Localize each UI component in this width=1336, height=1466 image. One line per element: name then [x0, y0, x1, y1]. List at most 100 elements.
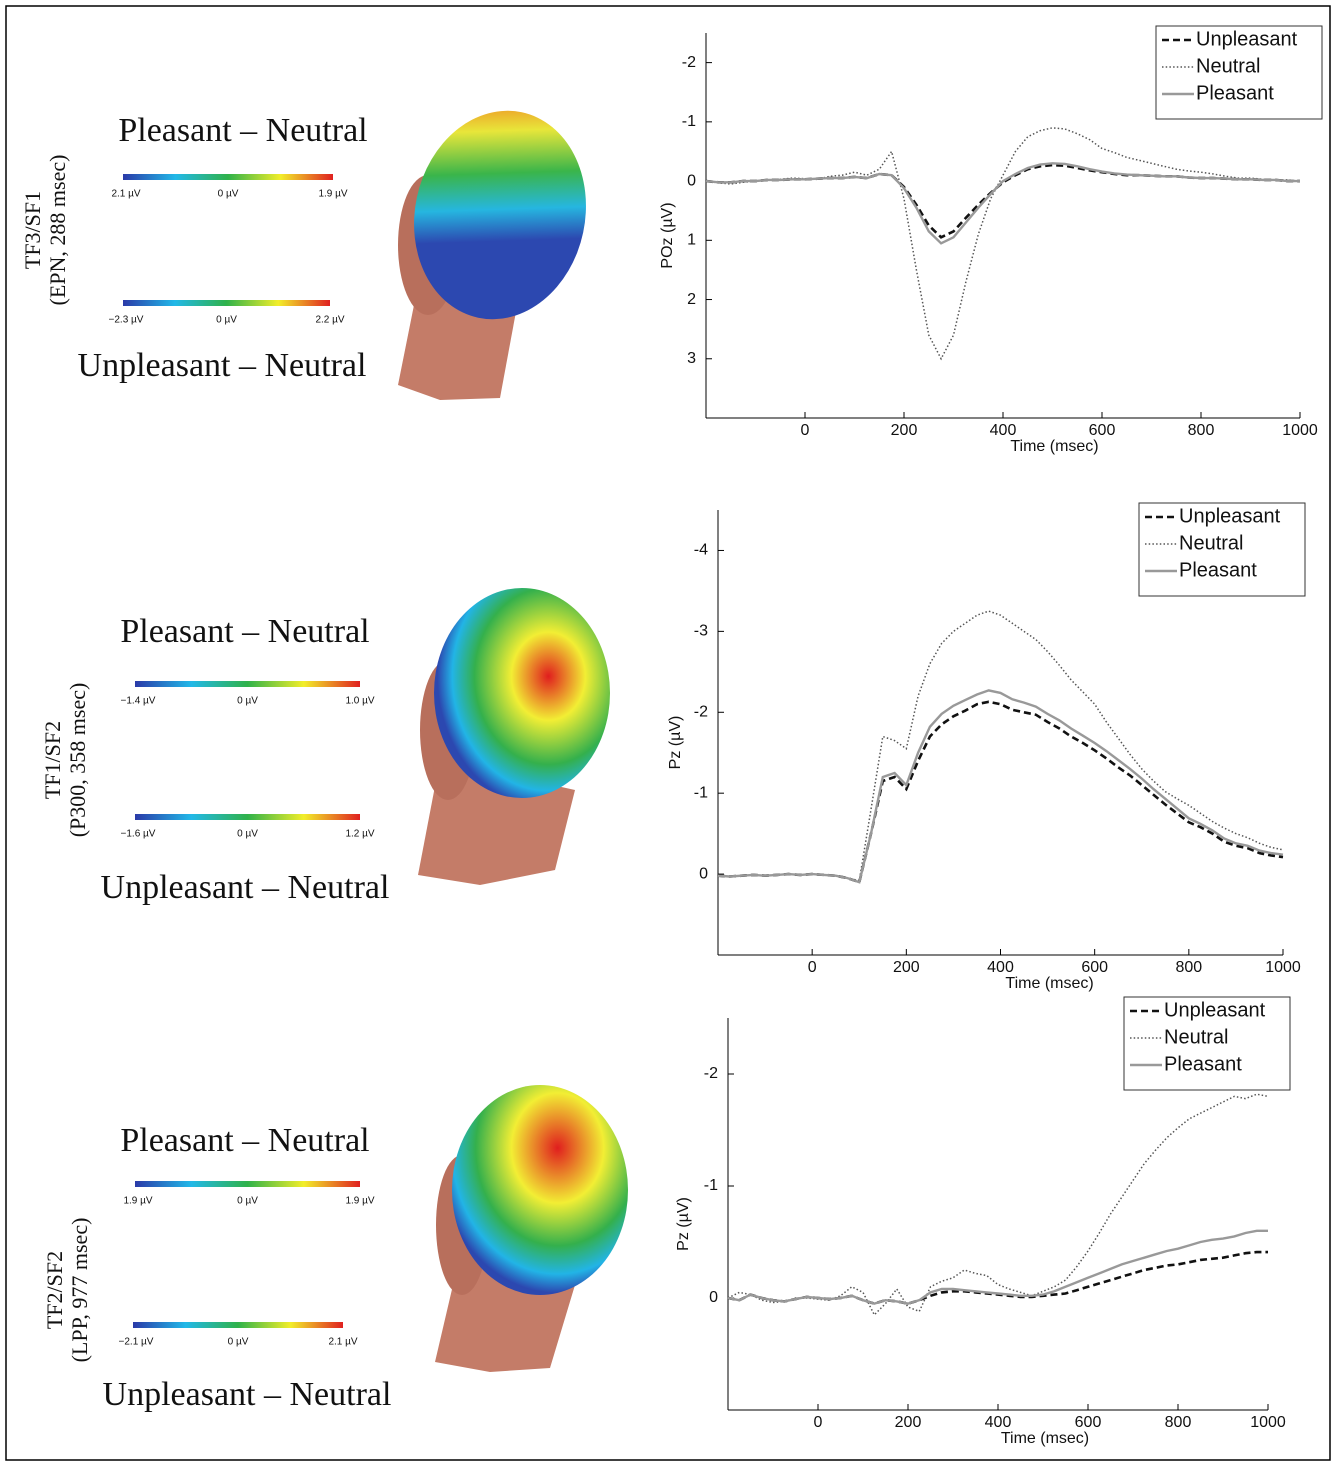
colorbar: [133, 1322, 343, 1328]
y-tick-label: 0: [687, 172, 696, 189]
row-sublabel: (LPP, 977 msec): [67, 1218, 92, 1363]
y-axis-label: Pz (µV): [667, 716, 684, 770]
y-tick-label: -1: [694, 784, 708, 801]
x-tick-label: 400: [985, 1414, 1012, 1431]
y-axis-label: Pz (µV): [675, 1197, 692, 1251]
x-tick-label: 0: [801, 422, 810, 439]
row-sublabel: (EPN, 288 msec): [45, 155, 70, 306]
series-line: [705, 163, 1300, 239]
colorbar-label: 2.1 µV: [328, 1337, 357, 1348]
legend-label: Neutral: [1196, 55, 1260, 77]
colorbar-label: −1.4 µV: [121, 696, 156, 707]
legend-box: [1155, 25, 1323, 120]
y-tick-label: -4: [694, 542, 708, 559]
x-tick-label: 0: [814, 1414, 823, 1431]
colorbar: [135, 814, 360, 820]
y-tick-label: -2: [694, 703, 708, 720]
x-tick-label: 400: [990, 422, 1017, 439]
row-label: TF2/SF2: [42, 1251, 67, 1329]
x-tick-label: 800: [1175, 959, 1202, 976]
colorbar-label: 0 µV: [216, 315, 237, 326]
colorbar-label: −2.3 µV: [109, 315, 144, 326]
y-tick-label: 2: [687, 291, 696, 308]
legend-label: Unpleasant: [1179, 505, 1281, 527]
map-title: Unpleasant – Neutral: [78, 347, 367, 384]
x-axis-label: Time (msec): [1005, 975, 1093, 992]
line-chart: 0 200 400 600 800 1000 -4 -3 -2 -1 0 Time (msec) Pz …: [667, 502, 1306, 992]
series-line: [717, 689, 1284, 884]
legend-label: Unpleasant: [1196, 28, 1298, 50]
colorbar-label: 1.9 µV: [318, 189, 347, 200]
colorbar-label: 0 µV: [237, 1196, 258, 1207]
head-1: [398, 110, 586, 400]
colorbar-label: −1.6 µV: [121, 829, 156, 840]
map-title: Pleasant – Neutral: [118, 112, 367, 149]
colorbar-label: −2.1 µV: [119, 1337, 154, 1348]
y-tick-label: -1: [682, 113, 696, 130]
x-axis-label: Time (msec): [1001, 1430, 1089, 1447]
legend-label: Pleasant: [1179, 559, 1257, 581]
y-tick-label: 0: [709, 1289, 718, 1306]
map-title: Unpleasant – Neutral: [101, 869, 390, 906]
y-tick-label: -3: [694, 623, 708, 640]
map-title: Unpleasant – Neutral: [103, 1376, 392, 1413]
legend-box: [1123, 996, 1291, 1091]
colorbar-label: 1.9 µV: [345, 1196, 374, 1207]
legend-label: Pleasant: [1196, 82, 1274, 104]
legend-label: Pleasant: [1164, 1053, 1242, 1075]
map-title: Pleasant – Neutral: [120, 1122, 369, 1159]
x-tick-label: 0: [808, 959, 817, 976]
x-tick-label: 1000: [1265, 959, 1301, 976]
x-tick-label: 800: [1165, 1414, 1192, 1431]
colorbar-label: 2.2 µV: [315, 315, 344, 326]
x-tick-label: 600: [1075, 1414, 1102, 1431]
x-tick-label: 1000: [1250, 1414, 1286, 1431]
map-title: Pleasant – Neutral: [120, 613, 369, 650]
x-tick-label: 1000: [1282, 422, 1318, 439]
colorbar-label: 0 µV: [237, 829, 258, 840]
head-3: [435, 1085, 628, 1372]
colorbar-label: 1.9 µV: [123, 1196, 152, 1207]
colorbar-label: 0 µV: [237, 696, 258, 707]
legend-label: Unpleasant: [1164, 999, 1266, 1021]
colorbar-label: 0 µV: [218, 189, 239, 200]
x-tick-label: 200: [895, 1414, 922, 1431]
legend-label: Neutral: [1164, 1026, 1228, 1048]
y-tick-label: 0: [699, 865, 708, 882]
series-line: [727, 1250, 1268, 1305]
series-line: [705, 162, 1300, 245]
colorbar: [123, 174, 333, 180]
y-tick-label: -2: [682, 54, 696, 71]
colorbar-label: 2.1 µV: [111, 189, 140, 200]
x-tick-label: 600: [1089, 422, 1116, 439]
colorbar: [123, 300, 330, 306]
y-tick-label: 3: [687, 350, 696, 367]
x-tick-label: 200: [891, 422, 918, 439]
row-label: TF3/SF1: [20, 191, 45, 269]
x-tick-label: 400: [987, 959, 1014, 976]
legend-label: Neutral: [1179, 532, 1243, 554]
series-line: [705, 127, 1301, 361]
x-tick-label: 200: [893, 959, 920, 976]
legend-box: [1138, 502, 1306, 597]
colorbar-label: 0 µV: [228, 1337, 249, 1348]
colorbar: [135, 1181, 360, 1187]
y-tick-label: 1: [687, 232, 696, 249]
row-label: TF1/SF2: [40, 721, 65, 799]
x-tick-label: 800: [1188, 422, 1215, 439]
y-tick-label: -2: [704, 1065, 718, 1082]
series-line: [717, 700, 1284, 884]
head-2: [418, 588, 610, 885]
line-chart: 0 200 400 600 800 1000 -2 -1 0 Time (msec) Pz (µV)…: [675, 996, 1291, 1447]
colorbar-label: 1.0 µV: [345, 696, 374, 707]
x-tick-label: 600: [1081, 959, 1108, 976]
row-sublabel: (P300, 358 msec): [65, 683, 90, 838]
series-line: [727, 1093, 1269, 1317]
colorbar: [135, 681, 360, 687]
line-chart: 0 200 400 600 800 1000 -2 -1 0 1 2 3 Time (msec) POz …: [659, 25, 1323, 455]
series-line: [727, 1229, 1268, 1305]
series-line: [717, 610, 1284, 882]
colorbar-label: 1.2 µV: [345, 829, 374, 840]
